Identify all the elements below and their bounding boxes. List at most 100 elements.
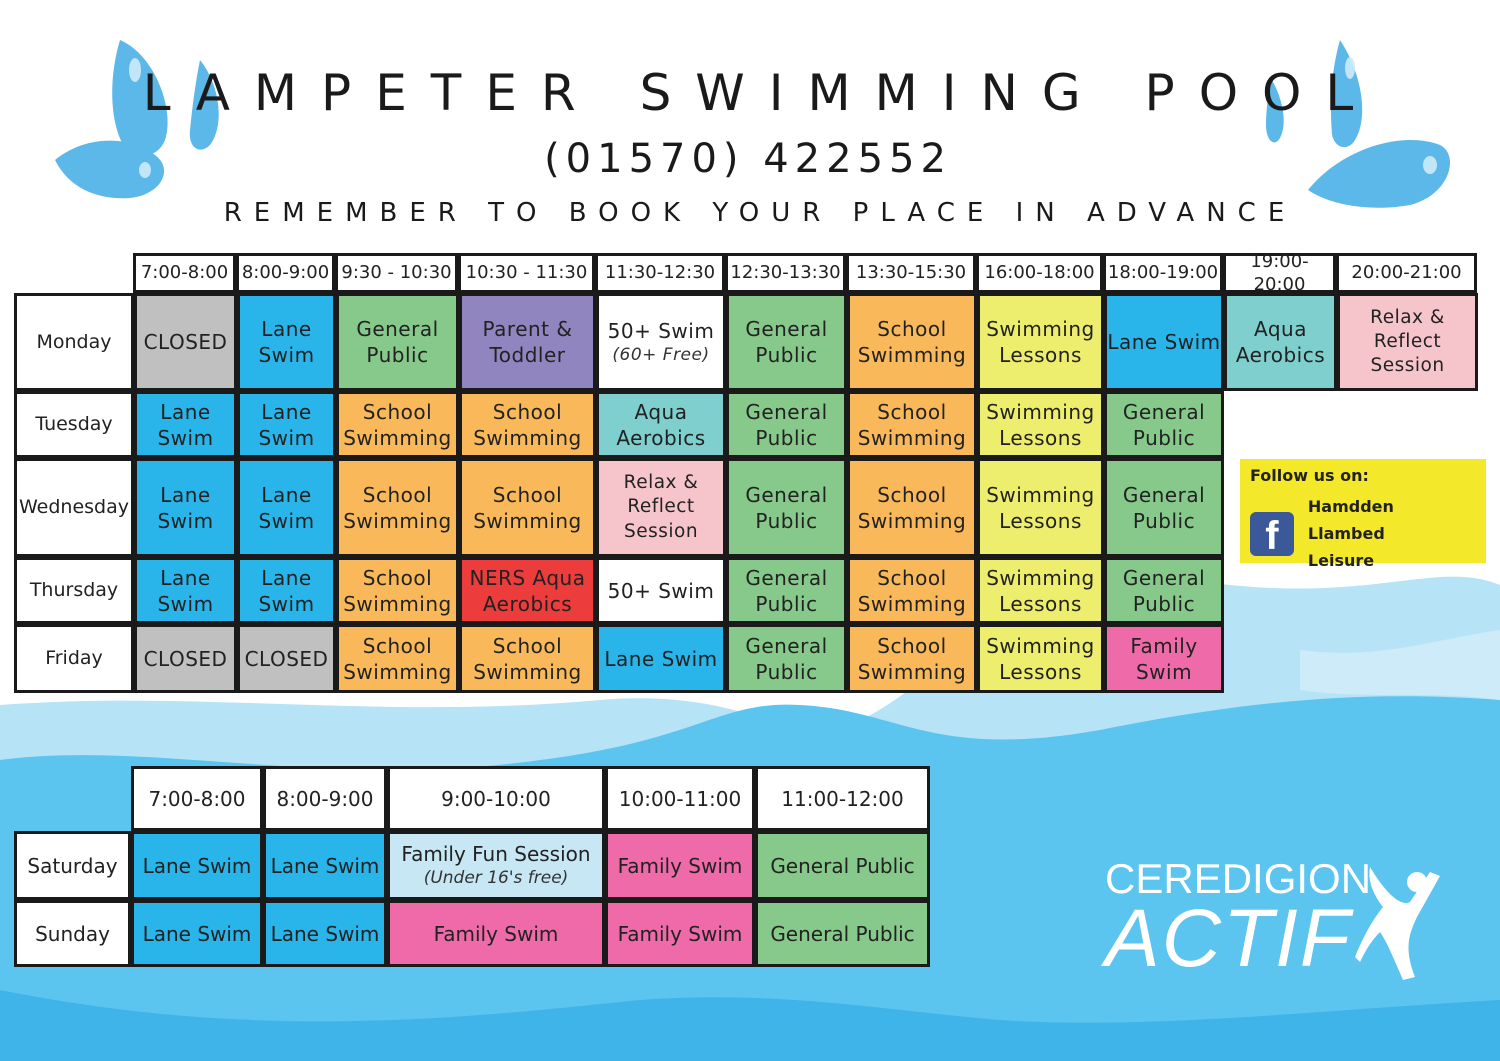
session-cell: Swimming Lessons (977, 391, 1104, 458)
session-cell: CLOSED (134, 624, 237, 693)
session-text: General (356, 317, 439, 341)
session-note: (60+ Free) (612, 344, 710, 365)
session-text: Lane (261, 482, 312, 507)
session-text: Lane (160, 399, 211, 424)
logo-line2: ACTIF (1105, 893, 1352, 984)
session-text: School (492, 633, 563, 658)
session-text: Lane (160, 565, 211, 590)
facebook-follow-box[interactable]: Follow us on: f Hamdden Llambed Leisure (1240, 459, 1486, 570)
ceredigion-actif-logo: CEREDIGION ACTIF (1105, 858, 1371, 980)
time-header: 18:00-19:00 (1103, 253, 1223, 293)
session-text: General (745, 399, 828, 424)
session-text: Swim (1135, 659, 1193, 684)
time-header: 9:30 - 10:30 (335, 253, 458, 293)
session-cell: School Swimming (847, 557, 977, 624)
session-text: Lane Swim (270, 921, 380, 946)
session-cell: Swimming Lessons (977, 557, 1104, 624)
time-label: 10:00-11:00 (618, 786, 742, 811)
facebook-icon: f (1250, 511, 1294, 556)
session-text: Parent & (482, 317, 573, 341)
time-header: 12:30-13:30 (725, 253, 846, 293)
day-label: Friday (14, 624, 134, 693)
session-cell: School Swimming (847, 458, 977, 557)
session-text: School (492, 399, 563, 424)
day-label: Monday (14, 293, 134, 391)
session-text: Swim (258, 508, 315, 533)
session-text: Lessons (999, 508, 1082, 533)
session-text: Swim (258, 343, 315, 367)
day-label: Saturday (14, 831, 131, 900)
day-label: Wednesday (14, 458, 134, 557)
session-cell: Swimming Lessons (977, 293, 1104, 391)
session-cell: 50+ Swim (596, 557, 726, 624)
session-cell: General Public (726, 624, 847, 693)
session-text: Lane (261, 399, 312, 424)
session-text: Public (1132, 591, 1196, 616)
session-text: School (877, 399, 947, 424)
time-label: 11:30-12:30 (604, 262, 716, 284)
session-text: 50+ Swim (607, 318, 715, 343)
session-cell: School Swimming (459, 458, 596, 557)
session-text: Swimming (343, 659, 452, 684)
session-cell: General Public (726, 391, 847, 458)
session-cell: Family Swim (605, 831, 755, 900)
session-cell: Lane Swim (134, 557, 237, 624)
session-text: School (877, 317, 947, 341)
follow-us-label: Follow us on: (1250, 466, 1369, 485)
session-text: Lessons (999, 425, 1082, 450)
session-cell: 50+ Swim (60+ Free) (596, 293, 726, 391)
time-label: 20:00-21:00 (1351, 262, 1462, 284)
session-cell: General Public (726, 293, 847, 391)
session-text: School (492, 482, 563, 507)
session-text: Family Swim (617, 853, 743, 878)
session-text: School (362, 565, 433, 590)
time-label: 8:00-9:00 (241, 262, 330, 284)
session-cell: General Public (726, 557, 847, 624)
time-header: 9:00-10:00 (387, 766, 605, 831)
session-text: Aerobics (482, 591, 573, 616)
session-text: School (877, 482, 947, 507)
day-label: Sunday (14, 900, 131, 967)
time-header: 8:00-9:00 (263, 766, 387, 831)
facebook-page-name-line2: Leisure (1307, 551, 1375, 571)
session-cell: Lane Swim (134, 458, 237, 557)
swimmer-figure-icon (1355, 867, 1440, 980)
session-text: 50+ Swim (607, 578, 715, 603)
session-text: Swimming (857, 591, 967, 616)
session-cell: General Public (1104, 458, 1224, 557)
session-text: CLOSED (143, 646, 228, 671)
time-label: 9:00-10:00 (441, 786, 551, 811)
session-text: Swim (157, 508, 214, 533)
session-text: Swimming (473, 659, 582, 684)
session-cell: Aqua Aerobics (1224, 293, 1337, 391)
session-text: Swimming (986, 565, 1095, 590)
time-label: 8:00-9:00 (276, 786, 374, 811)
time-header: 10:00-11:00 (605, 766, 755, 831)
session-text: Reflect (1373, 330, 1442, 352)
session-cell: School Swimming (847, 293, 977, 391)
session-text: School (877, 565, 947, 590)
session-text: Family Swim (617, 921, 743, 946)
session-text: Swimming (857, 425, 967, 450)
time-header: 11:30-12:30 (595, 253, 725, 293)
session-text: General (1122, 399, 1206, 424)
session-cell: School Swimming (336, 458, 459, 557)
session-cell: Lane Swim (1104, 293, 1224, 391)
session-cell: Lane Swim (237, 391, 336, 458)
session-cell: Family Swim (1104, 624, 1224, 693)
session-text: NERS Aqua (469, 565, 586, 590)
session-cell: School Swimming (336, 391, 459, 458)
session-text: Swim (157, 591, 214, 616)
session-text: Public (1132, 425, 1196, 450)
session-text: General (745, 317, 828, 341)
day-label: Tuesday (14, 391, 134, 458)
session-text: Aerobics (616, 425, 706, 450)
time-header: 7:00-8:00 (131, 766, 263, 831)
session-text: Swimming (986, 317, 1095, 341)
session-text: Public (755, 591, 818, 616)
session-text: Aerobics (1235, 343, 1326, 367)
session-text: General (1122, 482, 1206, 507)
session-text: Swimming (857, 659, 967, 684)
time-label: 10:30 - 11:30 (465, 262, 588, 284)
session-text: Swimming (857, 508, 967, 533)
